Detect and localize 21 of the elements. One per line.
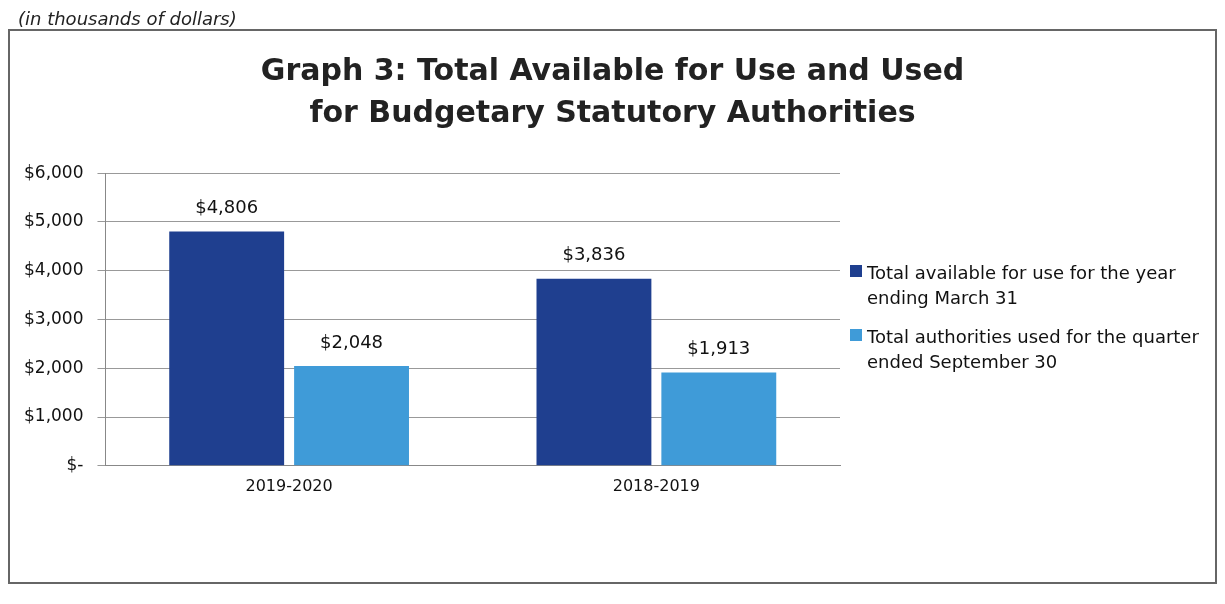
bar: [169, 231, 285, 466]
y-tick-label: $-: [66, 454, 84, 475]
bar: [661, 372, 777, 466]
y-tick-label: $6,000: [24, 161, 84, 182]
data-label: $1,913: [687, 337, 751, 359]
text: (in thousands of dollars): [18, 8, 238, 29]
legend-label: Total available for use for the year ending March 31: [867, 260, 1177, 310]
x-tick-label: 2018-2019: [612, 475, 700, 495]
x-tick-label: 2019-2020: [245, 475, 333, 495]
y-tick-label: $4,000: [24, 259, 84, 280]
data-label: $2,048: [320, 330, 384, 352]
y-tick-label: $5,000: [24, 210, 84, 231]
bar: [294, 365, 409, 466]
y-tick-label: $2,000: [24, 356, 84, 377]
bar: [536, 278, 652, 466]
data-label: $4,806: [195, 196, 259, 218]
y-tick-label: $3,000: [24, 307, 84, 328]
chart-title: Graph 3: Total Available for Use and Used for Budgetary Statutory Authorities: [259, 51, 966, 131]
data-label: $3,836: [562, 243, 626, 265]
y-tick-label: $1,000: [24, 405, 84, 426]
legend-label: Total authorities used for the quarter ended September 30: [867, 325, 1200, 375]
